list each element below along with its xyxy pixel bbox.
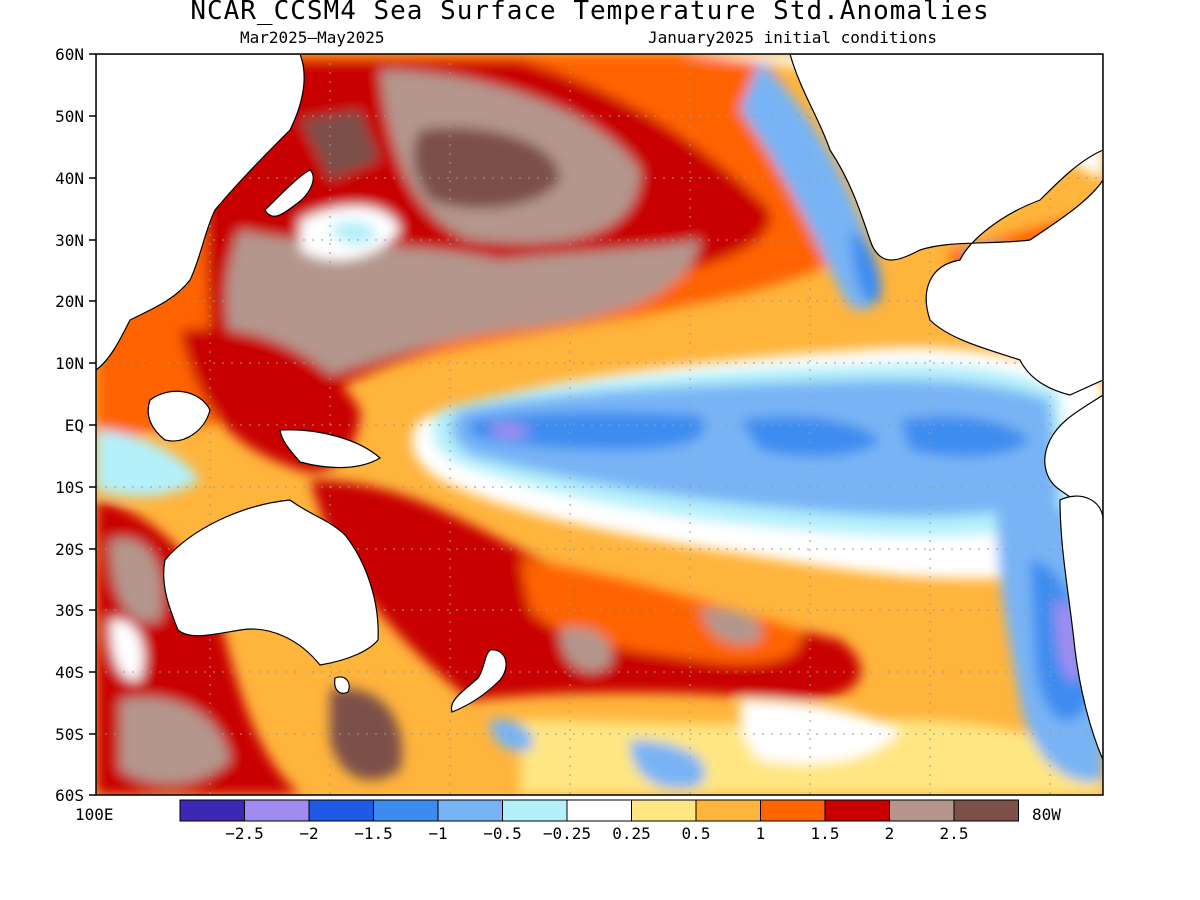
lon-label-left: 100E — [75, 805, 114, 824]
south-america-landmass — [1059, 495, 1103, 761]
land-masses — [96, 54, 1103, 761]
initial-conditions: January2025 initial conditions — [648, 28, 937, 47]
lat-label: 10S — [55, 478, 84, 497]
colorbar-tick-label: −1 — [428, 824, 447, 843]
forecast-period: Mar2025–May2025 — [240, 28, 385, 47]
colorbar-tick-label: 2 — [885, 824, 895, 843]
colorbar-swatch — [308, 799, 374, 822]
north-america-landmass — [789, 54, 1103, 521]
colorbar-swatch — [824, 799, 890, 822]
colorbar-swatch — [760, 799, 826, 822]
colorbar-tick-label: 1 — [756, 824, 766, 843]
colorbar-tick-label: 0.5 — [682, 824, 711, 843]
lat-label: EQ — [65, 416, 84, 435]
lat-label: 10N — [55, 354, 84, 373]
colorbar-tick-label: 2.5 — [940, 824, 969, 843]
lon-label-right: 80W — [1032, 805, 1061, 824]
japan-landmass — [264, 169, 314, 217]
colorbar-tick-label: 1.5 — [811, 824, 840, 843]
colorbar-swatch — [502, 799, 568, 822]
colorbar-tick-label: −1.5 — [354, 824, 393, 843]
colorbar-swatch — [695, 799, 761, 822]
asia-mainland — [96, 54, 305, 371]
latitude-ticks — [89, 53, 96, 796]
lat-label: 20S — [55, 540, 84, 559]
lat-label: 60N — [55, 45, 84, 64]
colorbar-tick-label: −0.25 — [543, 824, 591, 843]
map-gridlines — [96, 54, 1103, 795]
colorbar-swatch — [631, 799, 697, 822]
lat-label: 30S — [55, 601, 84, 620]
borneo-landmass — [147, 390, 211, 442]
lat-label: 30N — [55, 231, 84, 250]
lat-label: 40S — [55, 663, 84, 682]
lat-label: 50S — [55, 725, 84, 744]
colorbar-tick-labels: −2.5 −2 −1.5 −1 −0.5 −0.25 0.25 0.5 1 1.5 2 2.5 — [225, 824, 968, 843]
colorbar-tick-label: −2.5 — [225, 824, 264, 843]
colorbar-swatch — [953, 799, 1019, 822]
lat-label: 60S — [55, 786, 84, 805]
colorbar-swatch — [179, 799, 245, 822]
colorbar-swatch — [244, 799, 310, 822]
tasmania-landmass — [334, 676, 350, 694]
colorbar-tick-label: −2 — [299, 824, 318, 843]
anomaly-field — [96, 54, 1103, 795]
map-title: NCAR_CCSM4 Sea Surface Temperature Std.A… — [190, 0, 990, 26]
colorbar-swatch — [566, 799, 632, 822]
colorbar — [179, 799, 1019, 822]
new-guinea-landmass — [279, 429, 382, 469]
lat-label: 20N — [55, 292, 84, 311]
colorbar-tick-label: 0.25 — [612, 824, 651, 843]
new-zealand-landmass — [450, 649, 507, 713]
lat-label: 40N — [55, 169, 84, 188]
colorbar-swatch — [437, 799, 503, 822]
lat-label: 50N — [55, 107, 84, 126]
colorbar-swatch — [889, 799, 955, 822]
colorbar-tick-label: −0.5 — [483, 824, 522, 843]
australia-landmass — [163, 499, 379, 666]
colorbar-swatch — [373, 799, 439, 822]
